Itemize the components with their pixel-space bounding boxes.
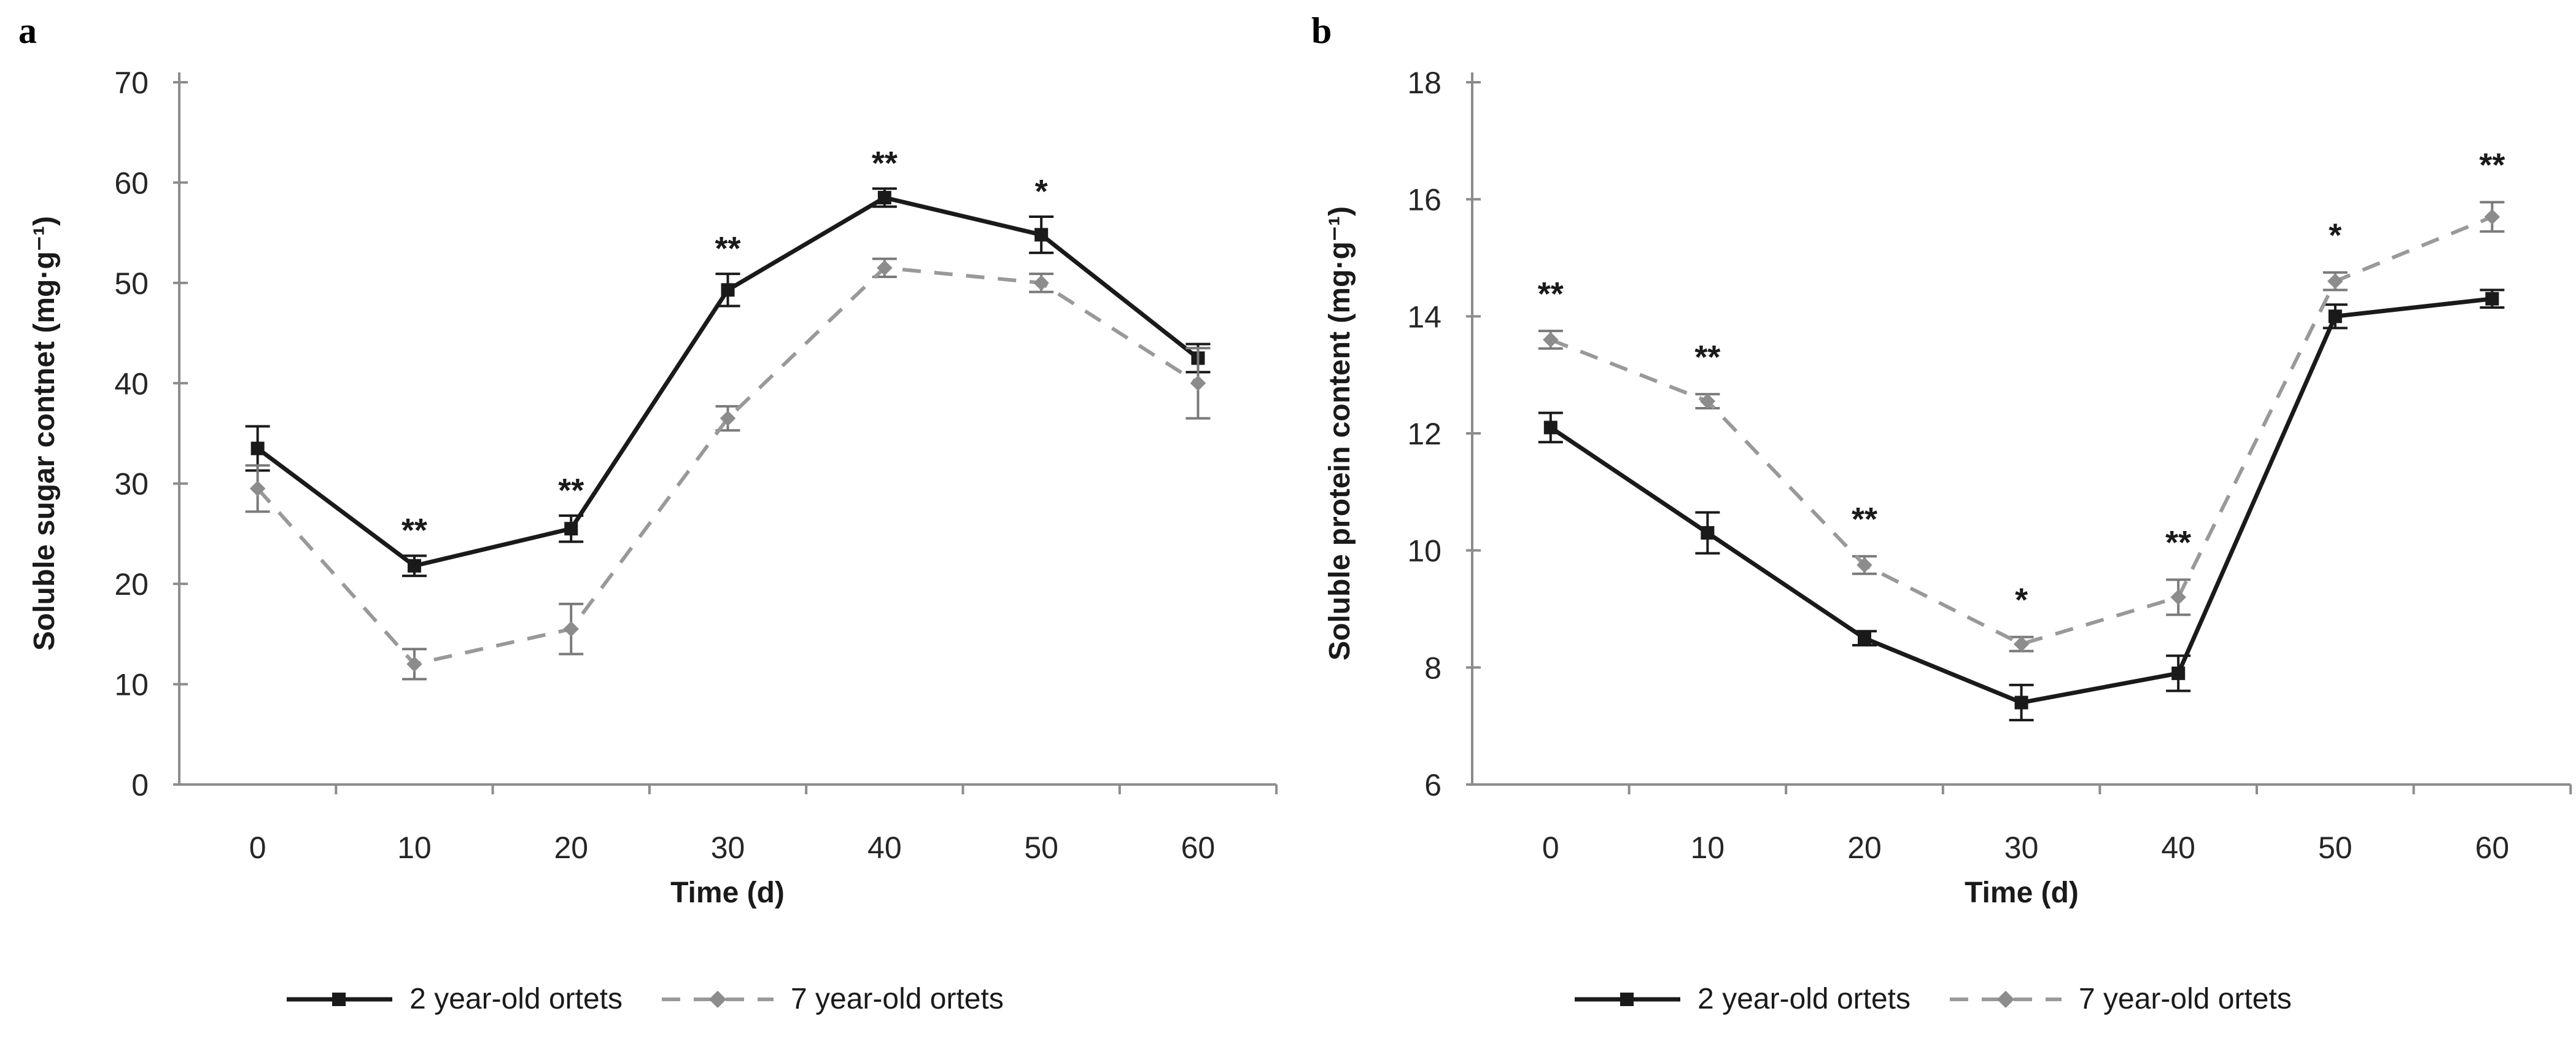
diamond-marker bbox=[2013, 636, 2030, 652]
panel-b: b Soluble protein content (mg·g⁻¹) Time … bbox=[1288, 0, 2576, 1046]
y-tick-label: 8 bbox=[1424, 651, 1441, 685]
series-2yr bbox=[1538, 289, 2505, 722]
square-marker bbox=[1034, 228, 1049, 242]
diamond-marker bbox=[1699, 393, 1716, 409]
x-tick-label: 0 bbox=[1542, 831, 1559, 865]
significance-star: ** bbox=[558, 472, 584, 509]
x-tick-label: 20 bbox=[554, 831, 588, 865]
y-tick-label: 10 bbox=[114, 668, 149, 702]
x-tick-label: 40 bbox=[2161, 831, 2195, 865]
legend-item-2yr: 2 year-old ortets bbox=[284, 982, 623, 1016]
square-marker bbox=[2328, 309, 2342, 323]
series-7yr-line bbox=[1550, 215, 2493, 646]
x-tick-label: 30 bbox=[2004, 831, 2039, 865]
diamond-marker bbox=[1190, 375, 1206, 392]
series-2yr bbox=[245, 187, 1211, 578]
significance-star: ** bbox=[1694, 339, 1720, 376]
y-tick-label: 30 bbox=[114, 467, 149, 502]
y-tick-label: 10 bbox=[1407, 534, 1441, 568]
square-marker bbox=[1858, 631, 1871, 645]
significance-star: ** bbox=[2479, 147, 2505, 184]
x-tick-label: 10 bbox=[397, 831, 432, 865]
square-marker bbox=[2014, 695, 2028, 710]
series-7yr-line bbox=[256, 266, 1200, 667]
legend-item-2yr: 2 year-old ortets bbox=[1572, 982, 1911, 1016]
significance-star: * bbox=[2015, 581, 2028, 618]
significance-star: ** bbox=[715, 230, 741, 267]
x-tick-label: 30 bbox=[711, 831, 745, 865]
y-tick-label: 6 bbox=[1424, 768, 1441, 802]
x-tick-label: 50 bbox=[2318, 831, 2353, 865]
diamond-marker bbox=[2327, 273, 2343, 289]
panel-a-x-axis-title: Time (d) bbox=[670, 877, 785, 909]
x-tick-label: 60 bbox=[2475, 831, 2510, 865]
square-marker bbox=[1543, 420, 1558, 435]
square-marker bbox=[250, 441, 265, 455]
x-tick-label: 0 bbox=[249, 831, 266, 865]
series-7yr bbox=[245, 257, 1211, 681]
dashed-line-diamond-marker-icon bbox=[1950, 990, 2062, 1008]
x-tick-label: 20 bbox=[1847, 831, 1882, 865]
x-tick-label: 50 bbox=[1024, 831, 1058, 865]
legend-item-7yr: 7 year-old ortets bbox=[1947, 982, 2292, 1016]
panel-a: a Soluble sugar contnet (mg·g⁻¹) Time (d… bbox=[0, 10, 1288, 1016]
dashed-line-diamond-marker-icon bbox=[662, 990, 774, 1008]
panel-a-legend: 2 year-old ortets 7 year-old ortets bbox=[0, 982, 1288, 1016]
square-marker bbox=[2171, 666, 2186, 680]
diamond-marker bbox=[2170, 589, 2186, 605]
y-tick-label: 40 bbox=[114, 366, 149, 401]
significance-star: * bbox=[2329, 217, 2341, 254]
significance-star: ** bbox=[1538, 276, 1564, 312]
diamond-marker bbox=[1033, 275, 1049, 291]
y-tick-label: 18 bbox=[1407, 66, 1441, 100]
y-tick-label: 0 bbox=[131, 768, 149, 802]
square-marker bbox=[564, 522, 578, 536]
significance-star: ** bbox=[2165, 524, 2191, 561]
x-tick-label: 60 bbox=[1181, 831, 1216, 865]
y-tick-label: 20 bbox=[114, 567, 149, 602]
diamond-marker bbox=[563, 621, 579, 637]
square-marker bbox=[1701, 526, 1715, 540]
legend-label-7yr: 7 year-old ortets bbox=[2079, 983, 2292, 1015]
solid-line-square-marker-icon bbox=[287, 992, 393, 1006]
legend-label-2yr: 2 year-old ortets bbox=[409, 983, 623, 1015]
y-tick-label: 12 bbox=[1407, 417, 1441, 451]
significance-star: ** bbox=[872, 145, 898, 182]
legend-label-7yr: 7 year-old ortets bbox=[791, 983, 1004, 1015]
panel-b-chart-canvas: b Soluble protein content (mg·g⁻¹) Time … bbox=[1311, 10, 2572, 909]
y-tick-label: 70 bbox=[114, 66, 149, 100]
panel-a-chart-canvas: a Soluble sugar contnet (mg·g⁻¹) Time (d… bbox=[18, 10, 1278, 909]
y-tick-label: 14 bbox=[1407, 300, 1441, 334]
square-marker bbox=[2485, 292, 2499, 306]
panel-b-y-axis-title: Soluble protein content (mg·g⁻¹) bbox=[1324, 206, 1356, 661]
legend-label-2yr: 2 year-old ortets bbox=[1697, 983, 1911, 1015]
y-tick-label: 60 bbox=[114, 166, 149, 200]
panel-b-x-axis-title: Time (d) bbox=[1965, 877, 2079, 909]
y-tick-label: 16 bbox=[1407, 183, 1441, 217]
x-tick-label: 10 bbox=[1691, 831, 1725, 865]
panel-a-y-axis-title: Soluble sugar contnet (mg·g⁻¹) bbox=[28, 216, 61, 651]
solid-line-square-marker-icon bbox=[1575, 992, 1681, 1006]
panel-b-legend: 2 year-old ortets 7 year-old ortets bbox=[1288, 982, 2576, 1016]
diamond-marker bbox=[249, 481, 266, 497]
legend-item-7yr: 7 year-old ortets bbox=[659, 982, 1004, 1016]
x-tick-label: 40 bbox=[867, 831, 902, 865]
diamond-marker bbox=[2484, 209, 2500, 225]
square-marker bbox=[721, 283, 735, 297]
panel-b-letter: b bbox=[1311, 10, 1332, 51]
panel-a-letter: a bbox=[18, 10, 37, 51]
square-marker bbox=[877, 190, 891, 204]
significance-star: ** bbox=[402, 512, 427, 549]
significance-star: * bbox=[1035, 173, 1048, 210]
significance-star: ** bbox=[1852, 501, 1877, 538]
diamond-marker bbox=[1543, 331, 1559, 348]
square-marker bbox=[407, 559, 421, 573]
y-tick-label: 50 bbox=[114, 266, 149, 301]
